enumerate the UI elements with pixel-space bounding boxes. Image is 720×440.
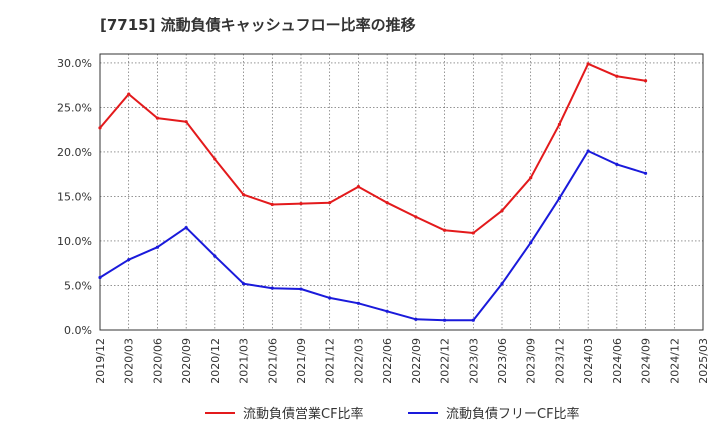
data-point xyxy=(385,201,389,205)
data-point xyxy=(586,149,590,153)
x-tick-label: 2021/06 xyxy=(266,338,279,384)
x-tick-label: 2025/03 xyxy=(697,338,710,384)
data-point xyxy=(500,282,504,286)
data-point xyxy=(529,241,533,245)
legend-label: 流動負債フリーCF比率 xyxy=(446,406,580,422)
chart-title: [7715] 流動負債キャッシュフロー比率の推移 xyxy=(100,16,416,34)
x-tick-label: 2021/12 xyxy=(324,338,337,384)
data-point xyxy=(442,318,447,322)
data-point xyxy=(155,245,160,249)
x-tick-label: 2020/06 xyxy=(151,338,164,384)
y-tick-label: 25.0% xyxy=(57,101,92,114)
data-point xyxy=(471,318,475,322)
y-tick-label: 30.0% xyxy=(57,57,92,70)
data-point xyxy=(184,226,188,230)
x-tick-label: 2022/09 xyxy=(410,338,423,384)
x-tick-label: 2024/03 xyxy=(582,338,595,384)
data-point xyxy=(442,228,447,232)
x-tick-label: 2020/09 xyxy=(180,338,193,384)
data-point xyxy=(471,231,475,235)
data-point xyxy=(241,282,246,286)
data-point xyxy=(127,258,131,262)
data-point xyxy=(557,196,562,200)
data-point xyxy=(615,162,619,166)
x-tick-label: 2019/12 xyxy=(94,338,107,384)
data-point xyxy=(299,287,303,291)
y-tick-label: 5.0% xyxy=(64,279,92,292)
data-point xyxy=(127,92,131,96)
data-point xyxy=(328,296,332,300)
x-tick-label: 2021/03 xyxy=(238,338,251,384)
x-tick-label: 2022/03 xyxy=(352,338,365,384)
data-point xyxy=(643,171,648,175)
x-tick-label: 2022/06 xyxy=(381,338,394,384)
data-point xyxy=(529,176,533,180)
data-point xyxy=(241,193,246,197)
data-point xyxy=(615,74,619,78)
legend-label: 流動負債営業CF比率 xyxy=(243,406,364,422)
y-tick-label: 0.0% xyxy=(64,324,92,337)
data-point xyxy=(643,79,648,83)
data-point xyxy=(299,201,303,206)
data-point xyxy=(414,215,418,219)
data-point xyxy=(557,122,562,126)
data-point xyxy=(356,185,361,189)
data-point xyxy=(213,254,217,258)
x-tick-label: 2020/12 xyxy=(209,338,222,384)
y-tick-label: 15.0% xyxy=(57,190,92,203)
y-tick-label: 10.0% xyxy=(57,235,92,248)
data-point xyxy=(98,126,102,130)
data-point xyxy=(414,317,418,321)
data-point xyxy=(184,120,188,124)
data-point xyxy=(98,275,102,280)
data-point xyxy=(155,116,160,120)
y-tick-label: 20.0% xyxy=(57,146,92,159)
data-point xyxy=(385,309,389,313)
x-tick-label: 2023/03 xyxy=(467,338,480,384)
x-tick-label: 2023/12 xyxy=(553,338,566,384)
x-tick-label: 2024/09 xyxy=(640,338,653,384)
x-tick-label: 2024/06 xyxy=(611,338,624,384)
x-tick-label: 2023/06 xyxy=(496,338,509,384)
plot-area xyxy=(100,54,703,330)
x-tick-label: 2021/09 xyxy=(295,338,308,384)
series-line xyxy=(99,62,646,234)
data-point xyxy=(356,301,361,305)
series-line xyxy=(99,150,646,322)
data-point xyxy=(328,201,332,205)
x-tick-label: 2020/03 xyxy=(123,338,136,384)
data-point xyxy=(270,202,274,207)
data-point xyxy=(500,209,504,213)
data-point xyxy=(270,286,274,290)
plot-frame xyxy=(99,53,704,331)
x-tick-label: 2024/12 xyxy=(668,338,681,384)
data-point xyxy=(586,62,590,66)
x-tick-label: 2022/12 xyxy=(439,338,452,384)
data-point xyxy=(213,157,217,161)
x-tick-label: 2023/09 xyxy=(525,338,538,384)
